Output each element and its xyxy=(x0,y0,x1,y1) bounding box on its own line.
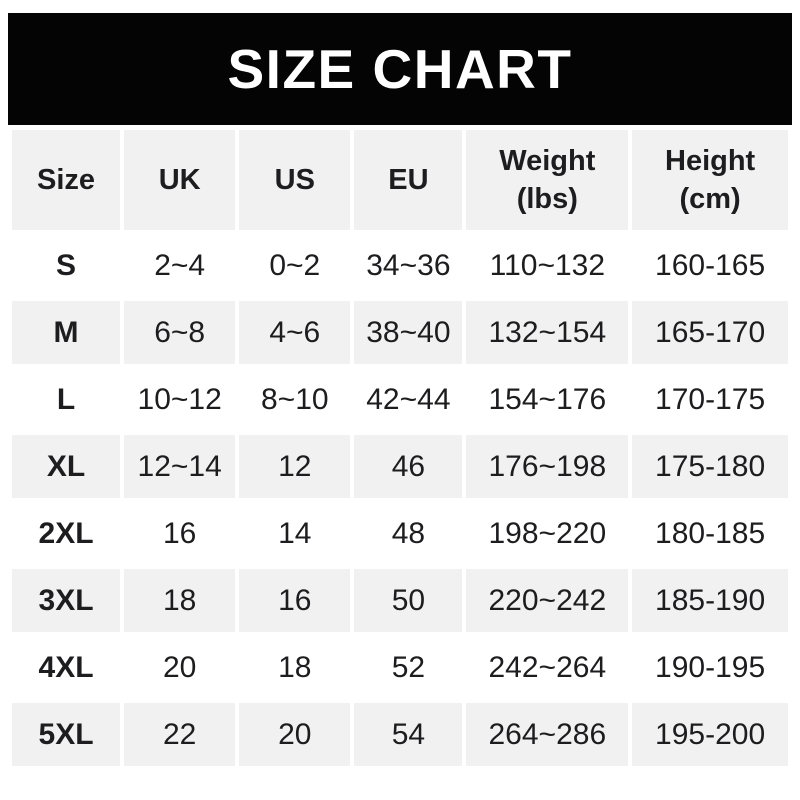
value-cell: 176~198 xyxy=(466,435,629,498)
value-cell: 8~10 xyxy=(239,368,351,431)
column-header-line: UK xyxy=(158,163,201,196)
column-header-line: Weight xyxy=(499,144,596,177)
value-cell: 132~154 xyxy=(466,301,629,364)
column-header-line: (cm) xyxy=(679,183,741,215)
size-label-cell: M xyxy=(12,301,121,364)
value-cell: 20 xyxy=(124,636,236,699)
value-cell: 165-170 xyxy=(632,301,788,364)
value-cell: 0~2 xyxy=(239,234,351,297)
value-cell: 185-190 xyxy=(632,569,788,632)
size-label-cell: XL xyxy=(12,435,121,498)
value-cell: 195-200 xyxy=(632,703,788,766)
value-cell: 160-165 xyxy=(632,234,788,297)
size-table-body: S 2~4 0~2 34~36 110~132 160-165 M 6~8 4~6 38~40 13… xyxy=(12,234,788,766)
title-banner: SIZE CHART xyxy=(8,13,792,125)
size-table: Size UK US EU Weight (lbs) Height (cm) S 2~4 0~2 3… xyxy=(8,126,792,770)
size-label-cell: S xyxy=(12,234,121,297)
value-cell: 110~132 xyxy=(466,234,629,297)
column-header-line: Size xyxy=(37,163,96,196)
size-label-cell: 2XL xyxy=(12,502,121,565)
value-cell: 12 xyxy=(239,435,351,498)
size-label-cell: 3XL xyxy=(12,569,121,632)
table-row: S 2~4 0~2 34~36 110~132 160-165 xyxy=(12,234,788,297)
value-cell: 46 xyxy=(354,435,463,498)
table-row: 5XL 22 20 54 264~286 195-200 xyxy=(12,703,788,766)
value-cell: 198~220 xyxy=(466,502,629,565)
value-cell: 220~242 xyxy=(466,569,629,632)
column-header: Size xyxy=(12,130,121,230)
table-row: 3XL 18 16 50 220~242 185-190 xyxy=(12,569,788,632)
size-label-cell: 5XL xyxy=(12,703,121,766)
value-cell: 18 xyxy=(239,636,351,699)
value-cell: 175-180 xyxy=(632,435,788,498)
value-cell: 10~12 xyxy=(124,368,236,431)
column-header: UK xyxy=(124,130,236,230)
value-cell: 18 xyxy=(124,569,236,632)
value-cell: 12~14 xyxy=(124,435,236,498)
value-cell: 52 xyxy=(354,636,463,699)
table-row: L 10~12 8~10 42~44 154~176 170-175 xyxy=(12,368,788,431)
column-header: Weight (lbs) xyxy=(466,130,629,230)
value-cell: 4~6 xyxy=(239,301,351,364)
value-cell: 2~4 xyxy=(124,234,236,297)
value-cell: 14 xyxy=(239,502,351,565)
table-row: XL 12~14 12 46 176~198 175-180 xyxy=(12,435,788,498)
value-cell: 154~176 xyxy=(466,368,629,431)
column-header: EU xyxy=(354,130,463,230)
value-cell: 38~40 xyxy=(354,301,463,364)
value-cell: 22 xyxy=(124,703,236,766)
value-cell: 42~44 xyxy=(354,368,463,431)
value-cell: 242~264 xyxy=(466,636,629,699)
value-cell: 50 xyxy=(354,569,463,632)
value-cell: 6~8 xyxy=(124,301,236,364)
value-cell: 180-185 xyxy=(632,502,788,565)
column-header: Height (cm) xyxy=(632,130,788,230)
size-label-cell: L xyxy=(12,368,121,431)
page-title: SIZE CHART xyxy=(227,37,573,100)
header-row: Size UK US EU Weight (lbs) Height (cm) xyxy=(12,130,788,230)
value-cell: 48 xyxy=(354,502,463,565)
value-cell: 264~286 xyxy=(466,703,629,766)
value-cell: 16 xyxy=(239,569,351,632)
table-row: M 6~8 4~6 38~40 132~154 165-170 xyxy=(12,301,788,364)
column-header: US xyxy=(239,130,351,230)
table-row: 2XL 16 14 48 198~220 180-185 xyxy=(12,502,788,565)
column-header-line: US xyxy=(274,163,315,196)
value-cell: 20 xyxy=(239,703,351,766)
column-header-line: (lbs) xyxy=(516,183,578,215)
column-header-line: EU xyxy=(388,163,429,196)
value-cell: 170-175 xyxy=(632,368,788,431)
value-cell: 190-195 xyxy=(632,636,788,699)
value-cell: 54 xyxy=(354,703,463,766)
size-label-cell: 4XL xyxy=(12,636,121,699)
column-header-line: Height xyxy=(665,144,756,177)
value-cell: 34~36 xyxy=(354,234,463,297)
value-cell: 16 xyxy=(124,502,236,565)
table-row: 4XL 20 18 52 242~264 190-195 xyxy=(12,636,788,699)
